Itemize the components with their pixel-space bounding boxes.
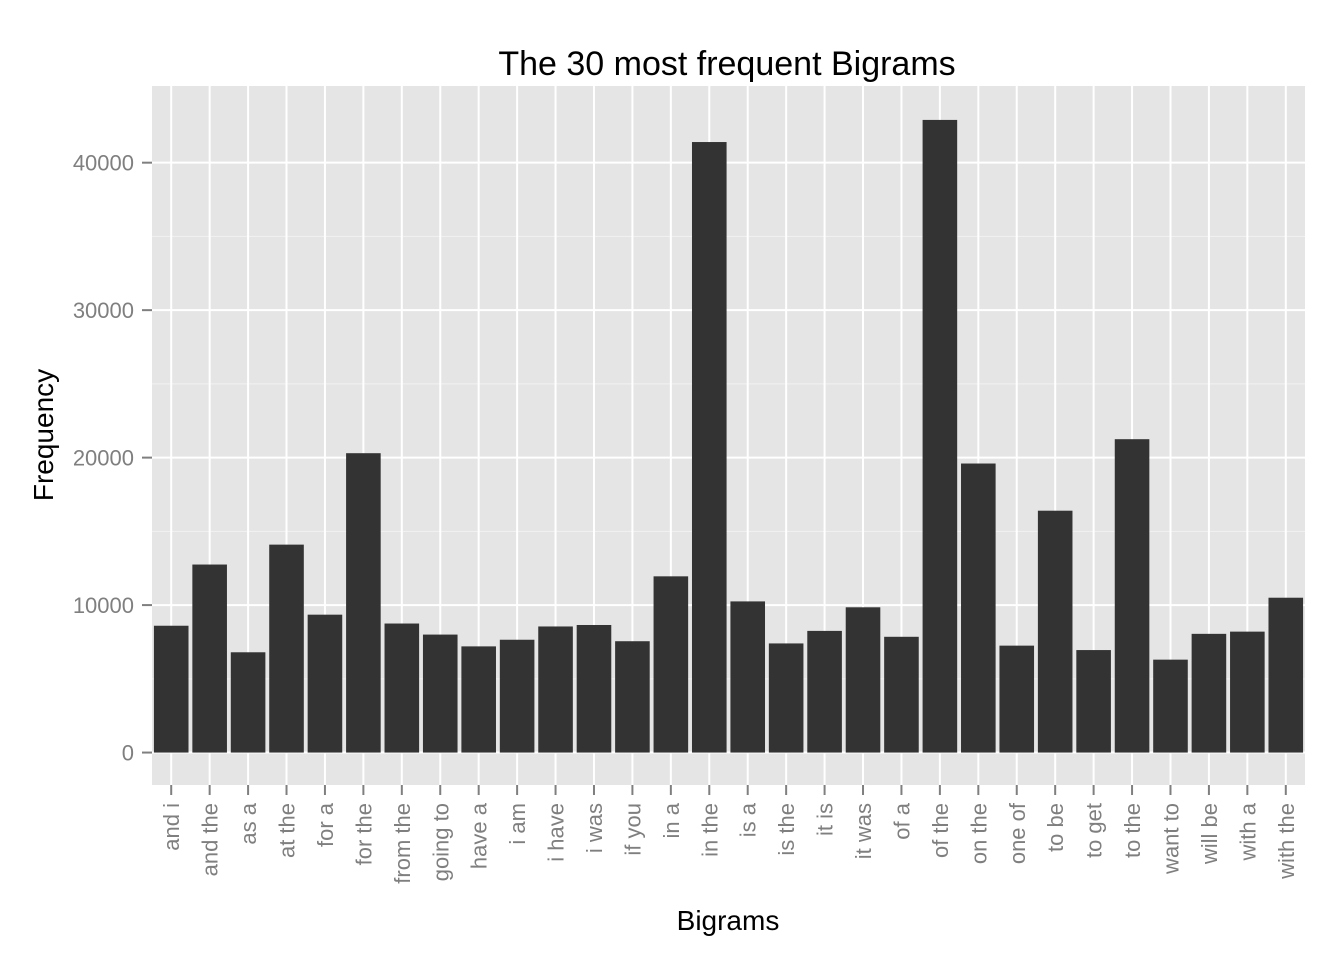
x-tick-label: to be <box>1043 803 1068 852</box>
x-tick-label: if you <box>620 803 645 856</box>
y-tick-label: 30000 <box>73 298 134 323</box>
bar <box>422 634 458 753</box>
bar <box>999 645 1035 753</box>
bar <box>307 614 343 753</box>
x-tick-label: it is <box>813 803 838 836</box>
bar <box>576 624 612 753</box>
bar <box>269 544 304 753</box>
panel-background <box>152 86 1305 785</box>
chart-title: The 30 most frequent Bigrams <box>498 45 955 83</box>
bar <box>230 652 266 753</box>
x-tick-label: on the <box>966 803 991 864</box>
bar <box>615 641 650 753</box>
bar <box>807 630 842 753</box>
x-tick-label: and the <box>198 803 223 876</box>
x-tick-label: will be <box>1197 803 1222 865</box>
bar <box>1230 631 1265 753</box>
bar <box>961 463 996 753</box>
x-tick-label: is the <box>774 803 799 856</box>
bar <box>461 646 496 753</box>
x-axis: and i and the as a at the for a for the from t… <box>159 785 1299 884</box>
bar <box>922 119 958 753</box>
bar <box>192 564 227 753</box>
bar <box>1153 659 1188 753</box>
x-tick-label: in the <box>697 803 722 857</box>
x-tick-label: going to <box>428 803 453 881</box>
x-tick-label: i was <box>582 803 607 853</box>
x-tick-label: it was <box>851 803 876 859</box>
x-tick-label: want to <box>1158 803 1183 875</box>
x-tick-label: with the <box>1274 803 1299 880</box>
x-tick-label: have a <box>467 802 492 869</box>
x-tick-label: at the <box>275 803 300 858</box>
x-tick-label: to the <box>1120 803 1145 858</box>
bar <box>884 636 919 753</box>
x-tick-label: i have <box>544 803 569 862</box>
bar <box>768 643 804 753</box>
y-tick-label: 0 <box>122 741 134 766</box>
bar <box>1076 650 1111 753</box>
bar <box>346 453 381 753</box>
bar <box>845 607 881 753</box>
x-tick-label: one of <box>1005 802 1030 864</box>
plot-panel <box>152 86 1305 785</box>
bar <box>1114 439 1150 753</box>
bar <box>153 625 189 753</box>
bar <box>1191 633 1227 753</box>
x-tick-label: in a <box>659 802 684 838</box>
y-tick-label: 20000 <box>73 446 134 471</box>
bar <box>1268 597 1304 753</box>
x-tick-label: of the <box>928 803 953 858</box>
bar <box>499 639 535 753</box>
x-tick-label: to get <box>1082 803 1107 858</box>
y-tick-label: 40000 <box>73 151 134 176</box>
bar <box>730 601 766 753</box>
y-axis: 0 10000 20000 30000 40000 <box>73 151 152 766</box>
bar <box>384 623 420 753</box>
x-tick-label: is a <box>736 802 761 837</box>
y-tick-label: 10000 <box>73 593 134 618</box>
bar <box>538 626 573 753</box>
x-tick-label: and i <box>159 803 184 851</box>
x-axis-title: Bigrams <box>677 905 780 936</box>
x-tick-label: of a <box>889 802 914 839</box>
x-tick-label: for a <box>313 802 338 847</box>
x-tick-label: for the <box>351 803 376 865</box>
bar <box>653 576 689 753</box>
x-tick-label: with a <box>1235 802 1260 861</box>
x-tick-label: as a <box>236 802 261 844</box>
x-tick-label: i am <box>505 803 530 845</box>
bar <box>1037 510 1073 753</box>
bars <box>153 119 1304 753</box>
y-axis-title: Frequency <box>28 369 59 501</box>
bar <box>691 142 727 753</box>
x-tick-label: from the <box>390 803 415 884</box>
